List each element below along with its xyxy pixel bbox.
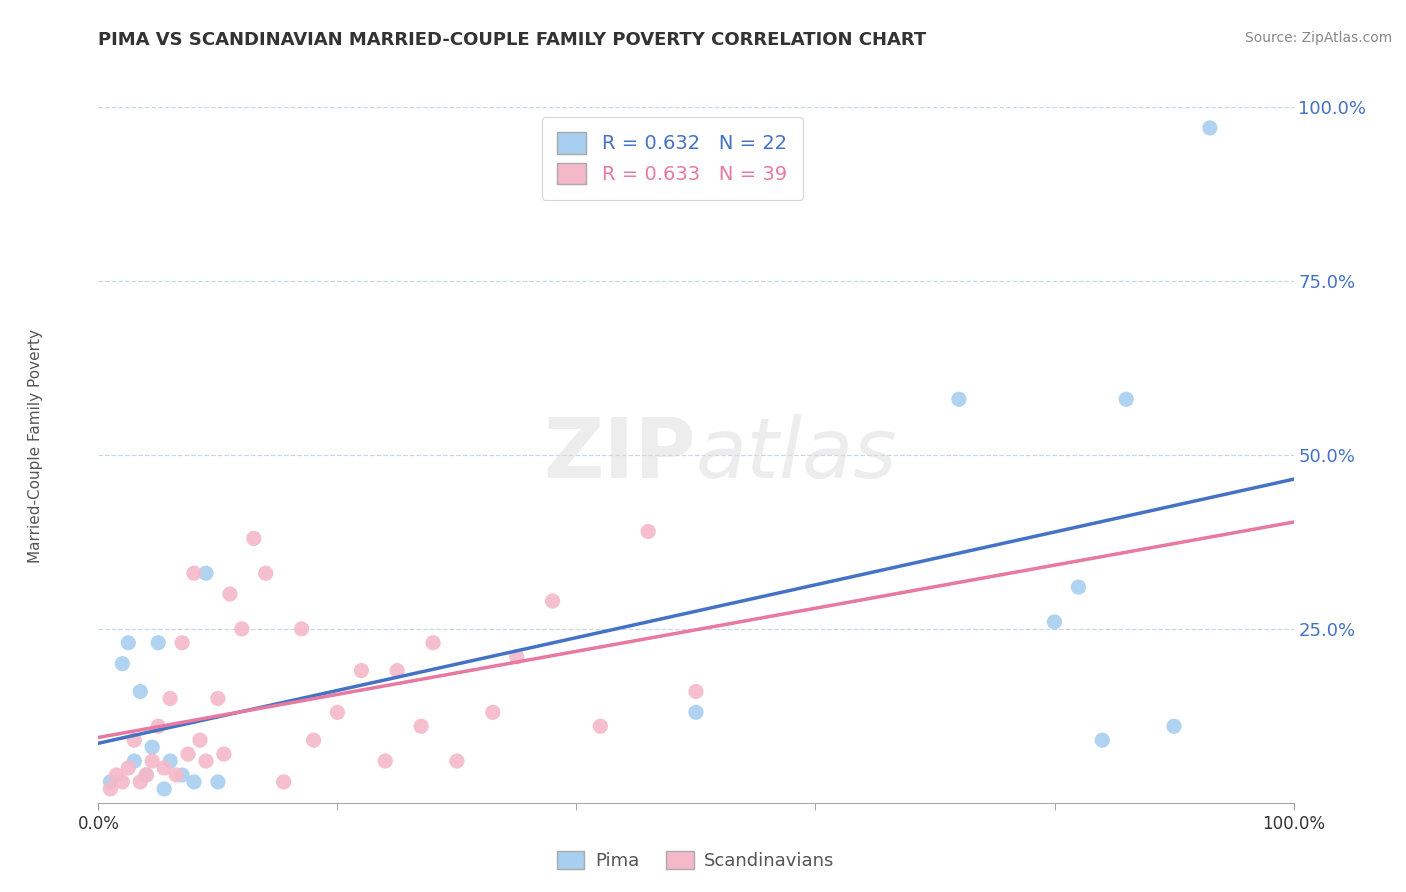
Point bbox=[481, 706, 505, 720]
Point bbox=[183, 775, 205, 789]
Point bbox=[98, 775, 122, 789]
Point bbox=[385, 664, 409, 678]
Point bbox=[207, 775, 229, 789]
Point bbox=[148, 636, 170, 650]
Point bbox=[129, 684, 152, 698]
Point bbox=[111, 775, 134, 789]
Point bbox=[254, 566, 277, 581]
Point bbox=[411, 719, 433, 733]
Point bbox=[148, 719, 170, 733]
Point bbox=[350, 664, 373, 678]
Point bbox=[141, 754, 163, 768]
Point bbox=[183, 566, 205, 581]
Point bbox=[1115, 392, 1137, 407]
Point bbox=[141, 740, 163, 755]
Point bbox=[177, 747, 200, 761]
Point bbox=[1091, 733, 1114, 747]
Point bbox=[231, 622, 253, 636]
Point bbox=[117, 636, 139, 650]
Point bbox=[541, 594, 564, 608]
Point bbox=[506, 649, 529, 664]
Text: Married-Couple Family Poverty: Married-Couple Family Poverty bbox=[28, 329, 42, 563]
Point bbox=[1198, 120, 1220, 135]
Point bbox=[194, 754, 217, 768]
Text: atlas: atlas bbox=[696, 415, 897, 495]
Point bbox=[153, 761, 176, 775]
Point bbox=[1043, 615, 1066, 629]
Point bbox=[105, 768, 128, 782]
Point bbox=[446, 754, 468, 768]
Point bbox=[194, 566, 217, 581]
Text: ZIP: ZIP bbox=[544, 415, 696, 495]
Point bbox=[153, 781, 176, 796]
Point bbox=[98, 781, 122, 796]
Point bbox=[637, 524, 659, 539]
Point bbox=[172, 768, 194, 782]
Text: PIMA VS SCANDINAVIAN MARRIED-COUPLE FAMILY POVERTY CORRELATION CHART: PIMA VS SCANDINAVIAN MARRIED-COUPLE FAMI… bbox=[98, 31, 927, 49]
Point bbox=[302, 733, 325, 747]
Point bbox=[124, 754, 146, 768]
Point bbox=[374, 754, 396, 768]
Point bbox=[135, 768, 157, 782]
Point bbox=[165, 768, 187, 782]
Point bbox=[685, 706, 707, 720]
Point bbox=[135, 768, 157, 782]
Legend: Pima, Scandinavians: Pima, Scandinavians bbox=[550, 844, 842, 877]
Text: Source: ZipAtlas.com: Source: ZipAtlas.com bbox=[1244, 31, 1392, 45]
Point bbox=[129, 775, 152, 789]
Point bbox=[273, 775, 295, 789]
Point bbox=[1163, 719, 1185, 733]
Point bbox=[326, 706, 349, 720]
Point bbox=[243, 532, 266, 546]
Point bbox=[124, 733, 146, 747]
Point bbox=[159, 691, 181, 706]
Point bbox=[111, 657, 134, 671]
Point bbox=[172, 636, 194, 650]
Point bbox=[219, 587, 242, 601]
Point bbox=[422, 636, 444, 650]
Point bbox=[188, 733, 211, 747]
Point bbox=[685, 684, 707, 698]
Point bbox=[589, 719, 612, 733]
Point bbox=[948, 392, 970, 407]
Point bbox=[290, 622, 312, 636]
Point bbox=[1067, 580, 1090, 594]
Point bbox=[212, 747, 235, 761]
Point bbox=[159, 754, 181, 768]
Point bbox=[207, 691, 229, 706]
Point bbox=[117, 761, 139, 775]
